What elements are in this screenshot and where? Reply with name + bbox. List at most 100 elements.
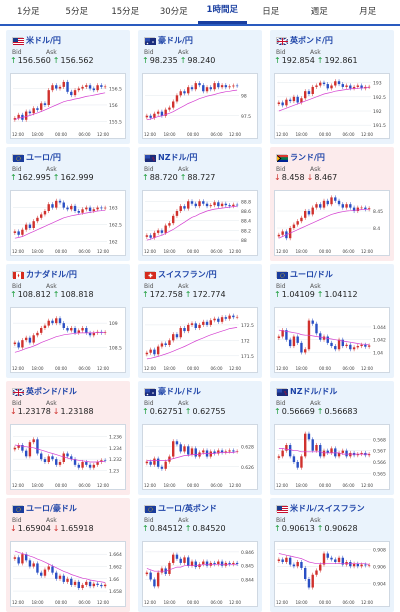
candle-body xyxy=(149,115,152,118)
card-title[interactable]: 米ドル/スイスフラン xyxy=(276,503,365,514)
card-title[interactable]: カナダドル/円 xyxy=(12,269,77,280)
mini-chart[interactable]: 109 108.5 12:00 18:00 00:00 06:00 12:00 xyxy=(10,307,126,373)
candle-body xyxy=(24,450,28,457)
candle-body xyxy=(360,207,363,209)
tab-timeframe-2[interactable]: 15分足 xyxy=(111,7,140,17)
mini-chart[interactable]: 156.5 156 155.5 12:00 18:00 00:00 06:00 12:00 xyxy=(10,73,126,139)
mini-chart[interactable]: 0.846 0.845 0.844 12:00 18:00 00:00 06:00 12:00 xyxy=(142,541,258,607)
tab-timeframe-5[interactable]: 日足 xyxy=(262,7,280,17)
mini-chart[interactable]: 8.45 8.4 12:00 18:00 00:00 06:00 12:00 xyxy=(274,190,390,256)
candle-body xyxy=(341,339,345,347)
rate-card[interactable]: スイスフラン/円 Bid Ask ↑172.758 ↑172.774 172.5 172 17… xyxy=(138,264,262,378)
mini-chart[interactable]: 172.5 172 171.5 12:00 18:00 00:00 06:00 12:00 xyxy=(142,307,258,373)
mini-chart[interactable]: 1.044 1.042 1.04 12:00 18:00 00:00 06:00 12:00 xyxy=(274,307,390,373)
y-tick-label: 163 xyxy=(109,206,118,212)
card-title[interactable]: 豪ドル/円 xyxy=(144,35,193,46)
rate-card[interactable]: 豪ドル/ドル Bid Ask ↑0.62751 ↑0.62755 0.628 0.626 12… xyxy=(138,381,262,495)
x-tick-label: 12:00 xyxy=(276,366,288,371)
candle-body xyxy=(319,333,322,340)
arrow-down-icon: ↓ xyxy=(52,407,60,416)
rate-card[interactable]: ユーロ/ドル Bid Ask ↑1.04109 ↑1.04112 1.044 1.042 1.… xyxy=(270,264,394,378)
rate-card[interactable]: カナダドル/円 Bid Ask ↑108.812 ↑108.818 109 108.5 12:… xyxy=(6,264,130,378)
ask-label: Ask xyxy=(310,400,321,407)
card-title[interactable]: ユーロ/豪ドル xyxy=(12,503,77,514)
card-title[interactable]: ユーロ/英ポンド xyxy=(144,503,217,514)
rate-card[interactable]: 英ポンド/ドル Bid Ask ↓1.23178 ↓1.23188 1.236 1.234 1… xyxy=(6,381,130,495)
rate-card[interactable]: 米ドル/スイスフラン Bid Ask ↑0.90613 ↑0.90628 0.908 0.9… xyxy=(270,498,394,612)
mini-chart[interactable]: 0.908 0.906 0.904 12:00 18:00 00:00 06:00 12:00 xyxy=(274,541,390,607)
candle-body xyxy=(367,86,371,88)
tab-timeframe-6[interactable]: 週足 xyxy=(310,7,328,17)
rate-card[interactable]: ユーロ/英ポンド Bid Ask ↑0.84512 ↑0.84520 0.846 0.845… xyxy=(138,498,262,612)
candle-body xyxy=(153,349,156,355)
rate-card[interactable]: ユーロ/円 Bid Ask ↑162.995 ↑162.999 163 162.5 162 12… xyxy=(6,147,130,261)
candle-body xyxy=(187,324,190,332)
mini-chart[interactable]: 0.568 0.567 0.566 0.565 12:00 18:00 00:00 06:00… xyxy=(274,424,390,490)
mini-chart[interactable]: 1.664 1.662 1.66 1.658 12:00 18:00 00:00 06:00 1… xyxy=(10,541,126,607)
y-tick-label: 155.5 xyxy=(109,119,122,125)
moving-average-line xyxy=(14,444,106,463)
x-tick-label: 12:00 xyxy=(144,132,156,137)
rate-card[interactable]: ランド/円 Bid Ask ↓8.458 ↓8.467 8.45 8.4 12:00 18:00… xyxy=(270,147,394,261)
bid-price: 192.854 xyxy=(281,56,315,65)
arrow-up-icon: ↑ xyxy=(142,56,149,65)
candle-body xyxy=(213,83,216,90)
candle-body xyxy=(66,578,69,582)
x-tick-label: 12:00 xyxy=(229,483,241,488)
candle-body xyxy=(24,224,28,230)
mini-chart[interactable]: 0.628 0.626 12:00 18:00 00:00 06:00 12:00 xyxy=(142,424,258,490)
mini-chart[interactable]: 1.236 1.234 1.232 1.23 12:00 18:00 00:00 06:00 1… xyxy=(10,424,126,490)
candle-body xyxy=(77,464,81,468)
mini-chart[interactable]: 88.8 88.6 88.4 88.2 88 12:00 18:00 00:00 06:00 12… xyxy=(142,190,258,256)
candle-body xyxy=(213,562,216,565)
card-title[interactable]: スイスフラン/円 xyxy=(144,269,217,280)
candle-body xyxy=(228,205,231,207)
rate-card[interactable]: NZドル/円 Bid Ask ↑88.720 ↑88.727 88.8 88.6 88.4 88… xyxy=(138,147,262,261)
mini-chart[interactable]: 163 162.5 162 12:00 18:00 00:00 06:00 12:00 xyxy=(10,190,126,256)
bid-label: Bid xyxy=(12,517,22,524)
y-tick-label: 88.4 xyxy=(241,219,251,225)
bid-label: Bid xyxy=(276,49,286,56)
candle-body xyxy=(187,557,190,566)
bid-price: 1.23178 xyxy=(17,407,51,416)
rate-card[interactable]: 米ドル/円 Bid Ask ↑156.560 ↑156.562 156.5 156 155.5… xyxy=(6,30,130,144)
tab-timeframe-3[interactable]: 30分足 xyxy=(159,7,188,17)
ask-label: Ask xyxy=(178,166,189,173)
flag-us-icon xyxy=(12,37,24,45)
card-title[interactable]: 英ポンド/円 xyxy=(276,35,333,46)
candle-body xyxy=(85,462,88,465)
candle-body xyxy=(277,234,281,237)
card-title[interactable]: ランド/円 xyxy=(276,152,325,163)
mini-chart[interactable]: 98 97.5 12:00 18:00 00:00 06:00 12:00 xyxy=(142,73,258,139)
x-tick-label: 18:00 xyxy=(32,483,44,488)
tab-timeframe-7[interactable]: 月足 xyxy=(359,7,377,17)
card-title[interactable]: 英ポンド/ドル xyxy=(12,386,77,397)
candle-body xyxy=(164,461,167,469)
rate-card[interactable]: NZドル/ドル Bid Ask ↑0.56669 ↑0.56683 0.568 0.567 0… xyxy=(270,381,394,495)
card-title[interactable]: NZドル/円 xyxy=(144,152,197,163)
candle-body xyxy=(300,456,303,468)
card-title[interactable]: 米ドル/円 xyxy=(12,35,61,46)
tab-timeframe-1[interactable]: 5分足 xyxy=(65,7,88,17)
rate-card[interactable]: 英ポンド/円 Bid Ask ↑192.854 ↑192.861 193 192.5 192 1… xyxy=(270,30,394,144)
candle-body xyxy=(198,324,201,328)
tab-timeframe-4[interactable]: 1時間足 xyxy=(198,0,247,24)
ask-price: 192.861 xyxy=(324,56,358,65)
candle-body xyxy=(345,450,348,457)
bid-label: Bid xyxy=(144,283,154,290)
card-title[interactable]: 豪ドル/ドル xyxy=(144,386,201,397)
x-tick-label: 18:00 xyxy=(296,132,308,137)
candle-body xyxy=(326,553,329,558)
tab-timeframe-0[interactable]: 1分足 xyxy=(17,7,40,17)
candle-body xyxy=(43,211,47,215)
y-tick-label: 1.232 xyxy=(109,457,122,463)
bid-price: 156.560 xyxy=(17,56,51,65)
rate-card[interactable]: ユーロ/豪ドル Bid Ask ↓1.65904 ↓1.65918 1.664 1.662 1… xyxy=(6,498,130,612)
rate-card[interactable]: 豪ドル/円 Bid Ask ↑98.235 ↑98.240 98 97.5 12:00 18:0… xyxy=(138,30,262,144)
card-title[interactable]: ユーロ/円 xyxy=(12,152,61,163)
card-title[interactable]: NZドル/ドル xyxy=(276,386,337,397)
mini-chart[interactable]: 193 192.5 192 191.5 12:00 18:00 00:00 06:00 12:0… xyxy=(274,73,390,139)
card-title[interactable]: ユーロ/ドル xyxy=(276,269,333,280)
candle-body xyxy=(277,456,281,458)
